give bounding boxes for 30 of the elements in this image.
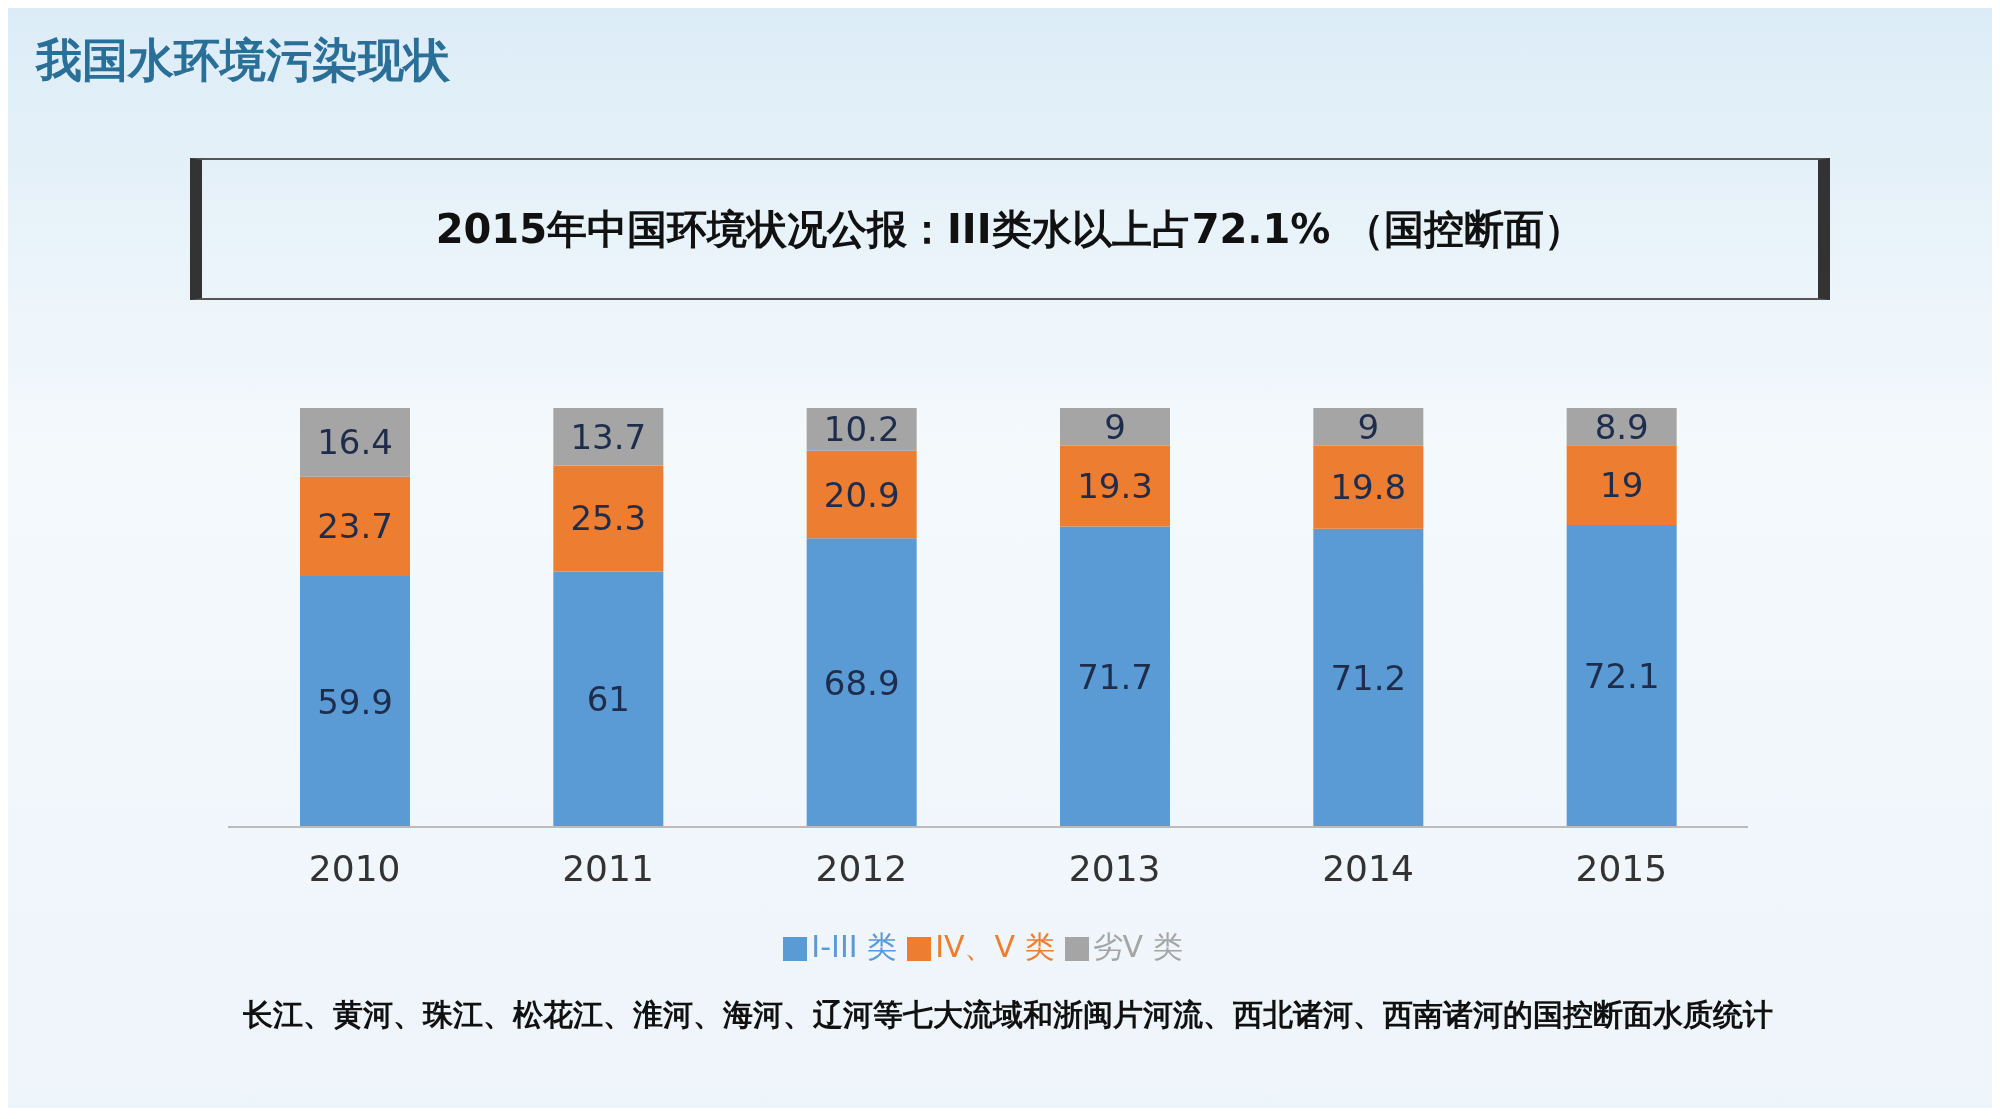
data-label: 19 — [1600, 465, 1644, 506]
data-label: 71.7 — [1077, 656, 1153, 697]
legend-label: I-III 类 — [811, 929, 898, 964]
data-label: 59.9 — [317, 681, 393, 722]
legend-label: 劣V 类 — [1092, 929, 1183, 964]
data-label: 16.4 — [317, 422, 393, 463]
data-label: 10.2 — [823, 409, 900, 450]
x-tick-label: 2012 — [815, 847, 908, 889]
data-label: 9 — [1104, 406, 1126, 447]
data-label: 72.1 — [1583, 656, 1660, 697]
data-label: 9 — [1357, 406, 1380, 447]
data-label: 19.3 — [1077, 466, 1153, 507]
data-label: 20.9 — [823, 474, 900, 515]
x-tick-label: 2013 — [1068, 847, 1161, 889]
data-label: 71.2 — [1330, 657, 1407, 698]
chart-subtitle: 2015年中国环境状况公报：III类水以上占72.1% （国控断面） — [190, 158, 1830, 300]
x-tick-label: 2014 — [1322, 847, 1414, 889]
data-label: 13.7 — [570, 416, 647, 457]
data-label: 8.9 — [1594, 406, 1649, 447]
x-tick-label: 2010 — [308, 847, 401, 889]
data-label: 23.7 — [317, 506, 393, 547]
data-label: 61 — [586, 679, 630, 720]
chart-title: 我国水环境污染现状 — [36, 32, 450, 89]
x-tick-label: 2015 — [1575, 847, 1668, 889]
data-label: 68.9 — [823, 662, 900, 703]
text: 长江、黄河、珠江、松花江、淮河、海河、辽河等七大流域和浙闽片河流、西北诸河、西南诸河的国控断面水质统计 — [242, 996, 1774, 1034]
legend-label: IV、V 类 — [935, 929, 1055, 964]
data-label: 19.8 — [1330, 467, 1407, 508]
data-label: 25.3 — [570, 498, 647, 539]
x-tick-label: 2011 — [562, 847, 654, 889]
